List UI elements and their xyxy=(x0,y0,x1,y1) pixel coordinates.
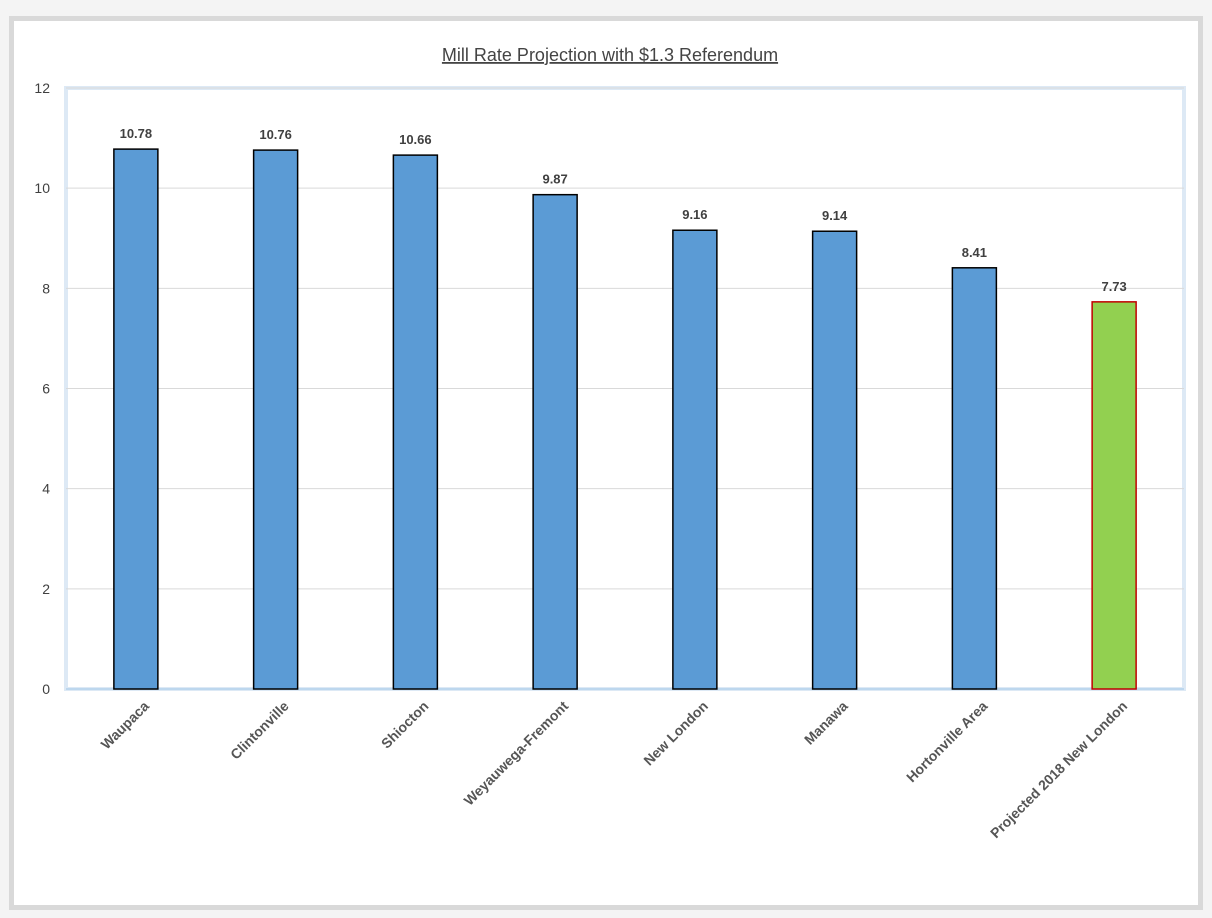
data-labels: 10.78 10.76 10.66 9.87 9.16 9.14 8.41 7.73 xyxy=(120,126,1127,294)
y-tick-label: 2 xyxy=(42,581,50,597)
y-tick-label: 10 xyxy=(34,180,50,196)
y-tick-label: 6 xyxy=(42,381,50,397)
y-tick-label: 4 xyxy=(42,481,50,497)
bar xyxy=(1091,301,1137,690)
data-label: 7.73 xyxy=(1101,279,1126,294)
bars xyxy=(113,148,1137,690)
y-tick-label: 8 xyxy=(42,280,50,296)
y-tick-label: 12 xyxy=(34,80,50,96)
bar xyxy=(252,149,299,690)
x-category-label: Waupaca xyxy=(98,698,153,753)
bar xyxy=(951,267,998,690)
data-label: 8.41 xyxy=(962,245,987,260)
data-label: 10.76 xyxy=(259,127,292,142)
y-tick-label: 0 xyxy=(42,681,50,697)
bar xyxy=(392,154,439,690)
x-axis-categories: Waupaca Clintonville Shiocton Weyauwega-Fre… xyxy=(98,698,1131,842)
x-category-label: Weyauwega-Fremont xyxy=(461,698,572,809)
data-label: 10.78 xyxy=(120,126,153,141)
bar xyxy=(532,193,578,690)
x-category-label: Manawa xyxy=(801,698,851,748)
chart-title: Mill Rate Projection with $1.3 Referendu… xyxy=(442,45,778,65)
data-label: 9.16 xyxy=(682,207,707,222)
x-category-label: New London xyxy=(640,698,711,769)
data-label: 9.14 xyxy=(822,208,848,223)
data-label: 10.66 xyxy=(399,132,432,147)
x-category-label: Hortonville Area xyxy=(903,698,991,786)
y-axis-ticks: 0 2 4 6 8 10 12 xyxy=(34,80,50,697)
bar xyxy=(113,148,159,690)
gridlines xyxy=(64,86,1186,691)
bar-chart: Mill Rate Projection with $1.3 Referendu… xyxy=(34,45,1186,842)
bar xyxy=(811,230,858,690)
x-category-label: Shiocton xyxy=(378,698,432,752)
data-label: 9.87 xyxy=(542,172,567,187)
x-category-label: Projected 2018 New London xyxy=(987,698,1130,841)
chart-frame: Mill Rate Projection with $1.3 Referendu… xyxy=(9,16,1203,910)
bar xyxy=(672,229,718,690)
x-category-label: Clintonville xyxy=(227,698,292,763)
